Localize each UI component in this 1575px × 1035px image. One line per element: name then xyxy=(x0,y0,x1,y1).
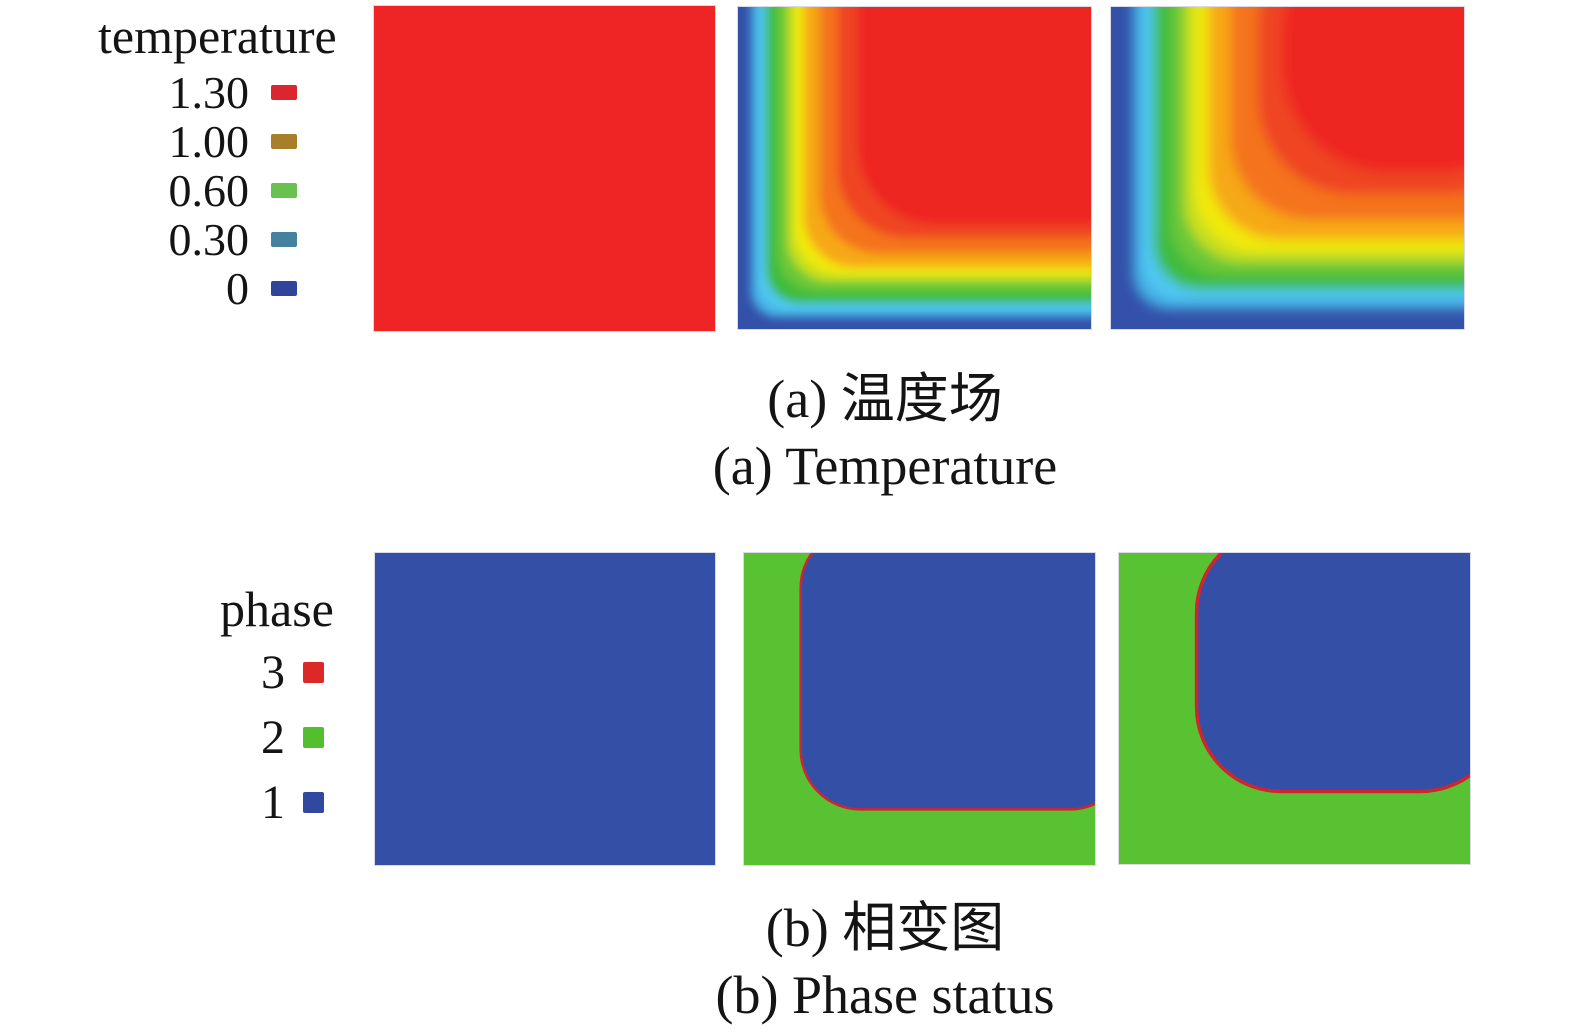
legend-color-swatch xyxy=(271,134,297,149)
caption-a-chinese: (a) 温度场 xyxy=(767,369,1003,429)
caption-a: (a) 温度场 (a) Temperature xyxy=(585,366,1185,500)
phase-panel-2 xyxy=(743,552,1096,866)
legend-color-swatch xyxy=(303,792,324,813)
temperature-panel-3 xyxy=(1110,6,1465,330)
temperature-field-initial xyxy=(374,6,715,331)
legend-color-swatch xyxy=(271,85,297,100)
phase-panel-1 xyxy=(374,552,716,866)
temperature-field-mid xyxy=(738,7,1091,329)
temperature-legend-item: 0.60 xyxy=(93,166,373,215)
phase-field-late xyxy=(1119,553,1470,864)
legend-value-label: 0.30 xyxy=(168,213,250,265)
phase-legend-item: 2 xyxy=(220,705,370,770)
temperature-panel-1 xyxy=(373,5,716,332)
legend-value-label: 3 xyxy=(261,645,285,699)
legend-color-swatch xyxy=(303,727,324,748)
phase-field-mid xyxy=(744,553,1095,865)
phase-legend-item: 3 xyxy=(220,640,370,705)
temperature-legend-item: 1.30 xyxy=(93,68,373,117)
legend-color-swatch xyxy=(271,232,297,247)
legend-color-swatch xyxy=(303,662,324,683)
temperature-legend-item: 0.30 xyxy=(93,215,373,264)
legend-color-swatch xyxy=(271,183,297,198)
phase-legend-item: 1 xyxy=(220,770,370,835)
caption-b-chinese: (b) 相变图 xyxy=(765,898,1005,958)
caption-a-english: (a) Temperature xyxy=(712,436,1058,496)
legend-value-label: 1.00 xyxy=(168,115,250,167)
phase-field-initial xyxy=(375,553,715,865)
temperature-legend: temperature 1.30 1.00 0.60 0.30 0 xyxy=(93,4,373,313)
legend-value-label: 1.30 xyxy=(168,66,250,118)
legend-value-label: 1 xyxy=(261,775,285,829)
temperature-field-late xyxy=(1111,7,1464,329)
legend-value-label: 0.60 xyxy=(168,164,250,216)
temperature-legend-item: 1.00 xyxy=(93,117,373,166)
legend-color-swatch xyxy=(271,281,297,296)
phase-panel-3 xyxy=(1118,552,1471,865)
phase-legend: phase 3 2 1 xyxy=(220,578,370,835)
phase-legend-title: phase xyxy=(220,581,334,637)
caption-b: (b) 相变图 (b) Phase status xyxy=(585,895,1185,1029)
caption-b-english: (b) Phase status xyxy=(715,965,1055,1025)
temperature-legend-title: temperature xyxy=(98,8,337,64)
temperature-panel-2 xyxy=(737,6,1092,330)
legend-value-label: 0 xyxy=(226,262,249,314)
temperature-legend-item: 0 xyxy=(93,264,373,313)
legend-value-label: 2 xyxy=(261,710,285,764)
